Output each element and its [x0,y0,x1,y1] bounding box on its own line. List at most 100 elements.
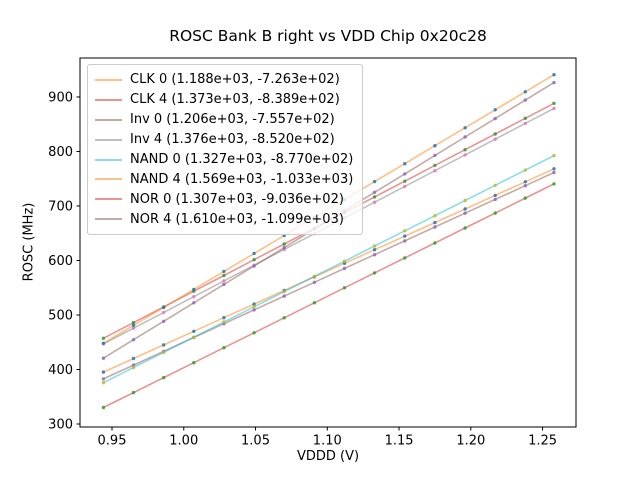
legend-item: CLK 0 (1.188e+03, -7.263e+02) [95,70,353,90]
data-point [282,289,286,294]
data-point [372,190,377,194]
y-axis-label: ROSC (MHz) [21,202,37,282]
data-point [523,168,527,172]
data-point [552,101,556,106]
data-point [463,207,467,211]
data-point [192,361,196,365]
legend-line-swatch [95,78,122,81]
data-point [493,108,497,112]
data-point [252,302,256,306]
data-point [523,90,527,94]
x-tick-label: 1.20 [456,434,485,449]
data-point [552,106,556,111]
data-point [101,377,106,381]
legend-label: NOR 4 (1.610e+03, -1.099e+03) [130,211,344,227]
data-point [222,346,226,350]
data-point [101,341,106,345]
data-point [192,335,196,339]
data-point [192,329,196,333]
data-point [552,167,556,171]
fit-line-clk-0 [103,168,555,373]
data-point [523,116,527,121]
data-point [523,180,527,184]
data-point [101,356,106,360]
data-point [403,184,407,189]
data-point [372,248,377,252]
data-point [282,245,286,250]
legend-line-swatch [95,118,122,121]
data-point [463,198,467,203]
legend-line-swatch [95,138,122,141]
data-point [101,381,106,385]
data-point [192,301,196,305]
legend-line-swatch [95,198,122,201]
data-point [433,220,437,225]
data-point [403,179,407,183]
data-point [403,229,407,233]
data-point [403,234,407,238]
data-point [403,256,407,260]
legend-item: Inv 4 (1.376e+03, -8.520e+02) [95,130,353,150]
y-tick-label: 500 [48,308,73,323]
data-point [342,286,347,290]
data-point [372,244,377,248]
x-tick-label: 1.25 [528,434,557,449]
data-point [463,153,467,157]
data-point [552,153,556,158]
y-tick-label: 900 [48,90,73,105]
legend-label: NAND 4 (1.569e+03, -1.033e+03) [130,171,354,187]
data-point [372,195,377,199]
data-point [552,73,556,77]
data-point [222,273,226,278]
x-tick-label: 1.15 [385,434,414,449]
y-tick-label: 600 [48,254,73,269]
legend-line-swatch [95,218,122,221]
data-point [192,287,196,292]
data-point [131,323,136,327]
data-point [282,242,286,246]
data-point [252,251,256,256]
legend-line-swatch [95,98,122,101]
data-point [523,196,527,200]
data-point [131,356,136,361]
data-point [433,163,437,168]
data-point [162,319,166,323]
data-point [342,259,347,263]
x-tick-label: 0.95 [98,434,127,449]
data-point [523,121,527,126]
data-point [252,305,256,309]
data-point [222,316,226,320]
data-point [372,271,377,275]
legend-item: NOR 0 (1.307e+03, -9.036e+02) [95,189,353,209]
legend-item: NAND 4 (1.569e+03, -1.033e+03) [95,169,353,189]
data-point [493,211,497,215]
legend-item: NAND 0 (1.327e+03, -8.770e+02) [95,150,353,170]
data-point [552,170,556,175]
legend-label: Inv 0 (1.206e+03, -7.557e+02) [130,112,335,128]
data-point [493,197,497,202]
legend-line-swatch [95,178,122,181]
data-point [372,253,377,257]
data-point [403,162,407,166]
data-point [493,137,497,141]
data-point [222,282,226,287]
legend-label: CLK 4 (1.373e+03, -8.389e+02) [130,92,340,108]
fit-line-nor-0 [103,183,555,409]
data-point [552,182,556,186]
data-point [342,266,347,271]
data-point [222,279,226,283]
data-point [433,153,437,158]
y-tick-label: 300 [48,418,73,433]
data-point [131,326,136,330]
legend-label: NOR 0 (1.307e+03, -9.036e+02) [130,191,344,207]
data-point [222,269,226,274]
axes-frame [79,57,577,428]
data-point [523,184,527,188]
data-point [463,135,467,139]
data-point [463,126,467,130]
legend-label: Inv 4 (1.376e+03, -8.520e+02) [130,132,335,148]
legend-label: CLK 0 (1.188e+03, -7.263e+02) [130,72,340,88]
chart-title: ROSC Bank B right vs VDD Chip 0x20c28 [169,27,487,45]
data-point [222,320,226,324]
data-point [463,211,467,215]
